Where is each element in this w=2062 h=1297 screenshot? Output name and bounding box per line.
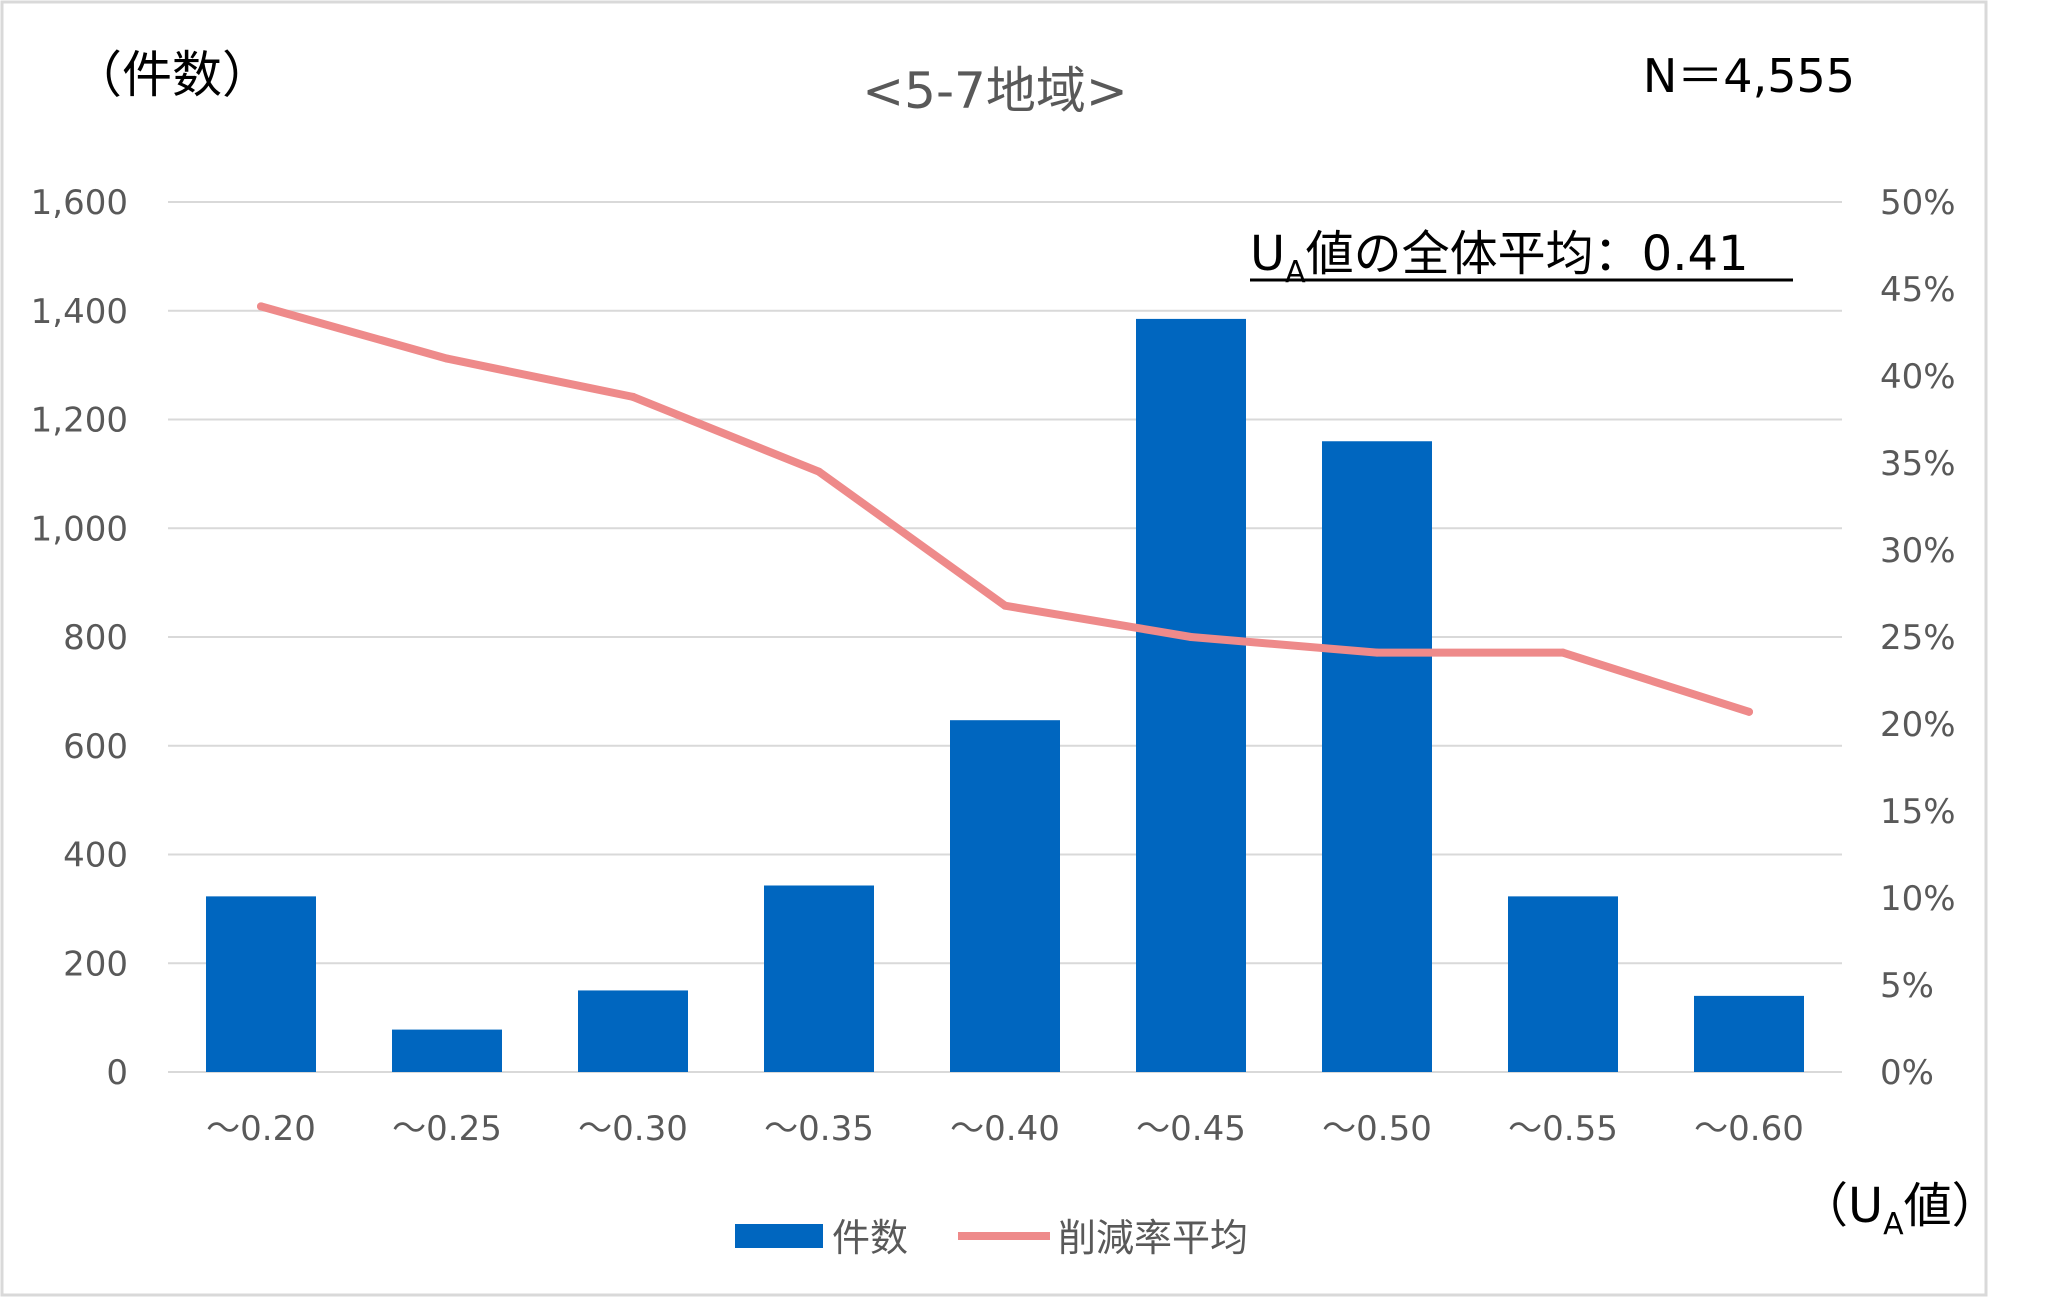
right-axis-tick-label: 20% bbox=[1880, 705, 1956, 745]
bar bbox=[1694, 995, 1804, 1072]
category-label: ～0.30 bbox=[578, 1109, 688, 1149]
right-axis-tick-label: 5% bbox=[1880, 966, 1934, 1006]
line-series bbox=[257, 302, 1753, 716]
bar bbox=[392, 1029, 502, 1072]
bar bbox=[1508, 896, 1618, 1072]
category-label: ～0.20 bbox=[206, 1109, 316, 1149]
line-point bbox=[1001, 601, 1009, 610]
legend: 件数 削減率平均 bbox=[735, 1216, 1248, 1260]
x-unit-close: 値） bbox=[1904, 1178, 2000, 1234]
category-label: ～0.35 bbox=[764, 1109, 874, 1149]
category-label: ～0.45 bbox=[1136, 1109, 1246, 1149]
x-unit-open: （U bbox=[1800, 1178, 1883, 1234]
chart-title: <5-7地域> bbox=[862, 62, 1127, 120]
left-axis-tick-label: 400 bbox=[63, 836, 128, 876]
line-point bbox=[257, 302, 265, 311]
x-unit-subscript: A bbox=[1883, 1207, 1904, 1242]
right-axis-tick-label: 50% bbox=[1880, 183, 1956, 223]
legend-bar-swatch bbox=[735, 1224, 823, 1248]
bar bbox=[950, 720, 1060, 1072]
bar bbox=[1136, 318, 1246, 1072]
line-point bbox=[1373, 648, 1381, 657]
left-axis: 0 200 400 600 800 1,000 1,200 1,400 1,600 bbox=[31, 183, 128, 1093]
chart-frame bbox=[0, 0, 1988, 1297]
annotation-subscript: A bbox=[1285, 255, 1306, 290]
bar bbox=[206, 896, 316, 1072]
line-point bbox=[815, 467, 823, 476]
bar bbox=[764, 885, 874, 1072]
bar-series bbox=[206, 318, 1804, 1072]
right-axis-tick-label: 30% bbox=[1880, 531, 1956, 571]
right-axis-tick-label: 40% bbox=[1880, 357, 1956, 397]
category-label: ～0.55 bbox=[1508, 1109, 1618, 1149]
legend-line-label: 削減率平均 bbox=[1058, 1216, 1248, 1260]
left-axis-tick-label: 600 bbox=[63, 727, 128, 767]
category-label: ～0.50 bbox=[1322, 1109, 1432, 1149]
right-axis-tick-label: 45% bbox=[1880, 270, 1956, 310]
x-axis-unit-label: （UA値） bbox=[1800, 1178, 2000, 1242]
sample-size-label: N＝4,555 bbox=[1643, 49, 1855, 103]
line-point bbox=[629, 392, 637, 401]
left-axis-tick-label: 1,000 bbox=[31, 509, 128, 549]
right-axis: 0% 5% 10% 15% 20% 25% 30% 35% 40% 45% 50% bbox=[1880, 183, 1956, 1093]
annotation-u: U bbox=[1250, 226, 1285, 282]
left-axis-tick-label: 1,200 bbox=[31, 401, 128, 441]
bar bbox=[1322, 441, 1432, 1072]
line-point bbox=[1559, 648, 1567, 657]
left-axis-tick-label: 200 bbox=[63, 944, 128, 984]
bar bbox=[578, 990, 688, 1072]
category-label: ～0.40 bbox=[950, 1109, 1060, 1149]
category-axis: ～0.20 ～0.25 ～0.30 ～0.35 ～0.40 ～0.45 ～0.50 ～0.55… bbox=[206, 1109, 1804, 1149]
category-label: ～0.60 bbox=[1694, 1109, 1804, 1149]
left-axis-tick-label: 800 bbox=[63, 618, 128, 658]
left-axis-tick-label: 0 bbox=[106, 1053, 128, 1093]
line-point bbox=[1187, 633, 1195, 641]
right-axis-tick-label: 25% bbox=[1880, 618, 1956, 658]
left-axis-tick-label: 1,400 bbox=[31, 292, 128, 332]
overall-average-annotation: UA値の全体平均：0.41 bbox=[1250, 226, 1749, 290]
right-axis-tick-label: 15% bbox=[1880, 792, 1956, 832]
right-axis-tick-label: 35% bbox=[1880, 444, 1956, 484]
annotation-text: 値の全体平均：0.41 bbox=[1306, 226, 1749, 282]
line-point bbox=[1745, 707, 1753, 716]
legend-bar-label: 件数 bbox=[832, 1216, 908, 1260]
line-point bbox=[443, 354, 451, 363]
gridlines bbox=[168, 201, 1842, 1073]
category-label: ～0.25 bbox=[392, 1109, 502, 1149]
right-axis-tick-label: 0% bbox=[1880, 1053, 1934, 1093]
y-axis-unit-label: （件数） bbox=[72, 46, 272, 104]
right-axis-tick-label: 10% bbox=[1880, 879, 1956, 919]
left-axis-tick-label: 1,600 bbox=[31, 183, 128, 223]
